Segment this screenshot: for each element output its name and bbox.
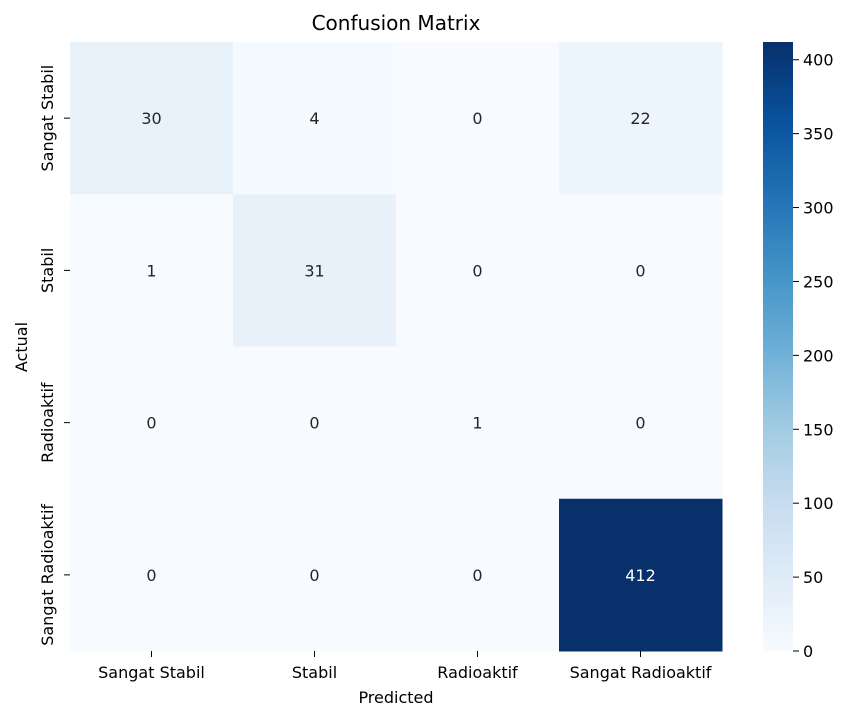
cell-value-label: 1: [146, 261, 156, 280]
colorbar-tick-label: 100: [803, 494, 834, 513]
cell-value-label: 4: [309, 109, 319, 128]
heatmap-cell: [233, 42, 397, 195]
cell-value-label: 0: [472, 109, 482, 128]
cell-value-label: 22: [630, 109, 650, 128]
x-tick-label: Sangat Stabil: [98, 663, 205, 682]
cell-value-label: 0: [146, 566, 156, 585]
cell-value-label: 0: [309, 414, 319, 433]
heatmap-cells: [70, 42, 723, 652]
y-axis: Sangat Stabil Stabil Radioaktif Sangat Radi…: [38, 65, 70, 646]
cell-value-label: 0: [309, 566, 319, 585]
cell-value-label: 0: [472, 566, 482, 585]
colorbar-tick-label: 0: [803, 642, 813, 661]
colorbar-tick-label: 400: [803, 51, 834, 70]
cell-value-label: 0: [146, 414, 156, 433]
cell-value-label: 0: [635, 414, 645, 433]
y-tick-label: Sangat Radioaktif: [38, 504, 57, 646]
x-axis: Sangat Stabil Stabil Radioaktif Sangat Radi…: [98, 651, 712, 682]
colorbar-tick-label: 50: [803, 568, 823, 587]
heatmap-cell: [70, 42, 234, 195]
heatmap-cell: [559, 346, 723, 500]
x-tick-label: Sangat Radioaktif: [570, 663, 712, 682]
cell-value-label: 1: [472, 414, 482, 433]
heatmap-cell: [396, 498, 560, 652]
cell-value-label: 30: [141, 109, 161, 128]
colorbar-tick-label: 250: [803, 272, 834, 291]
heatmap-cell: [70, 498, 234, 652]
heatmap-cell: [70, 346, 234, 500]
cell-value-label: 412: [625, 566, 656, 585]
heatmap-cell: [559, 42, 723, 195]
colorbar-tick-label: 200: [803, 346, 834, 365]
cell-value-label: 0: [635, 261, 645, 280]
x-axis-label: Predicted: [358, 688, 433, 707]
heatmap-cell: [233, 498, 397, 652]
cell-value-label: 0: [472, 261, 482, 280]
cell-value-label: 31: [304, 261, 324, 280]
heatmap-cell: [233, 346, 397, 500]
y-tick-label: Radioaktif: [38, 382, 57, 463]
y-tick-label: Stabil: [38, 248, 57, 293]
y-axis-label: Actual: [12, 322, 31, 372]
x-tick-label: Stabil: [292, 663, 337, 682]
heatmap-cell: [559, 498, 723, 652]
heatmap-cell: [396, 42, 560, 195]
colorbar-tick-label: 300: [803, 199, 834, 218]
colorbar-ticks: 0 50 100 150 200 250 300 350 400: [793, 51, 834, 661]
heatmap-cell: [396, 346, 560, 500]
y-tick-label: Sangat Stabil: [38, 65, 57, 172]
heatmap-cell: [396, 194, 560, 347]
heatmap-cell: [233, 194, 397, 347]
colorbar-tick-label: 150: [803, 420, 834, 439]
heatmap-cell-labels: 30 4 0 22 1 31 0 0 0 0 1 0 0 0 0 412: [141, 109, 655, 585]
heatmap-cell: [559, 194, 723, 347]
colorbar-tick-label: 350: [803, 125, 834, 144]
chart-title: Confusion Matrix: [312, 11, 481, 35]
heatmap-cell: [70, 194, 234, 347]
x-tick-label: Radioaktif: [437, 663, 518, 682]
colorbar: [763, 42, 793, 651]
